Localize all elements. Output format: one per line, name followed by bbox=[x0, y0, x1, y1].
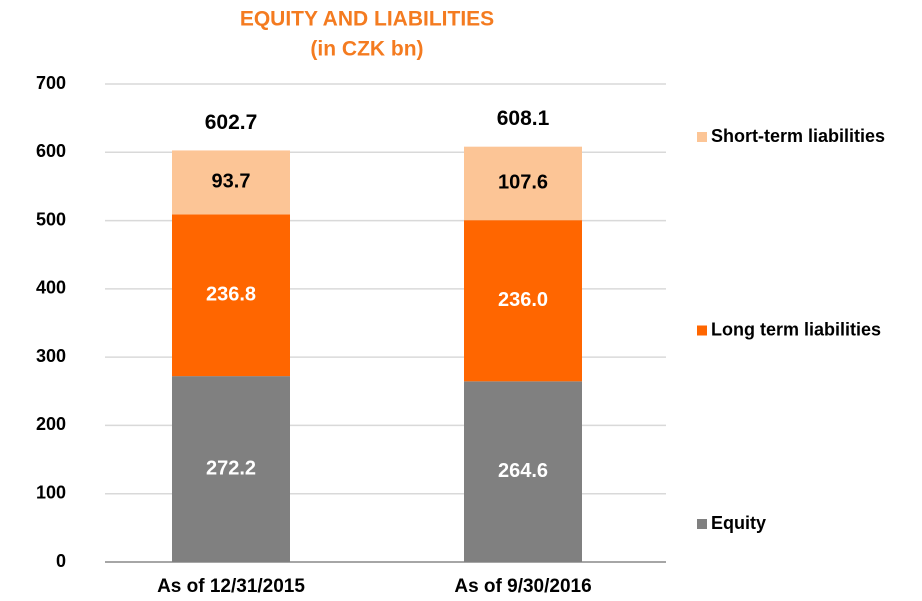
chart-subtitle: (in CZK bn) bbox=[310, 38, 423, 61]
x-tick-label: As of 9/30/2016 bbox=[454, 576, 591, 597]
legend-label: Short-term liabilities bbox=[711, 126, 885, 146]
bar-segment bbox=[172, 376, 290, 562]
total-label: 602.7 bbox=[205, 111, 258, 134]
data-label: 236.8 bbox=[206, 284, 256, 306]
y-tick-label: 300 bbox=[36, 346, 66, 366]
bar-segment bbox=[172, 150, 290, 215]
y-tick-label: 200 bbox=[36, 414, 66, 434]
data-label: 272.2 bbox=[206, 457, 256, 479]
y-tick-label: 400 bbox=[36, 278, 66, 298]
legend-label: Equity bbox=[711, 513, 766, 533]
bar-segment bbox=[464, 146, 582, 221]
y-tick-label: 500 bbox=[36, 209, 66, 229]
y-tick-label: 700 bbox=[36, 73, 66, 93]
data-label: 93.7 bbox=[212, 171, 251, 193]
chart-title: EQUITY AND LIABILITIES bbox=[240, 8, 494, 31]
bar-segment bbox=[464, 381, 582, 562]
bar-segment bbox=[464, 220, 582, 382]
bar-segment bbox=[172, 214, 290, 377]
data-label: 264.6 bbox=[498, 460, 548, 482]
data-label: 236.0 bbox=[498, 289, 548, 311]
legend-swatch bbox=[697, 519, 707, 529]
y-tick-label: 0 bbox=[56, 551, 66, 571]
y-tick-label: 100 bbox=[36, 482, 66, 502]
total-label: 608.1 bbox=[497, 107, 550, 130]
legend-swatch bbox=[697, 325, 707, 336]
x-tick-label: As of 12/31/2015 bbox=[157, 576, 305, 597]
legend-label: Long term liabilities bbox=[711, 319, 881, 339]
data-label: 107.6 bbox=[498, 172, 548, 194]
legend-swatch bbox=[697, 132, 707, 142]
y-tick-label: 600 bbox=[36, 141, 66, 161]
